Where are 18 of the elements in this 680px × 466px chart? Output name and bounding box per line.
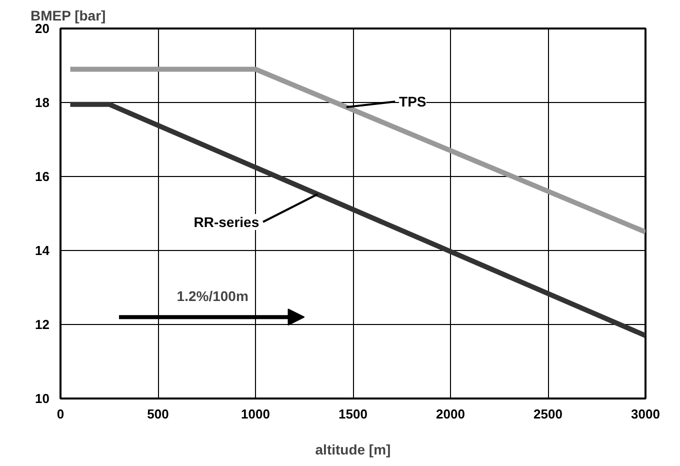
y-axis-title: BMEP [bar] — [30, 8, 106, 24]
y-tick-label: 16 — [35, 169, 50, 184]
x-tick-label: 500 — [147, 406, 169, 422]
x-tick-label: 2500 — [534, 406, 562, 422]
y-tick-label: 20 — [35, 21, 50, 36]
y-tick-label: 14 — [35, 243, 50, 258]
series-label: TPS — [399, 94, 426, 110]
x-tick-label: 2000 — [436, 406, 465, 422]
x-axis-title: altitude [m] — [315, 442, 391, 458]
x-tick-label: 0 — [56, 406, 64, 422]
annotation: 1.2%/100m — [176, 288, 248, 304]
y-tick-label: 18 — [35, 95, 50, 110]
x-tick-label: 1000 — [241, 406, 270, 422]
text: RR-series — [194, 214, 260, 230]
y-tick-label: 10 — [35, 391, 50, 406]
y-tick-label: 12 — [35, 317, 50, 332]
x-tick-label: 1500 — [338, 406, 368, 422]
x-tick-label: 3000 — [631, 406, 660, 422]
